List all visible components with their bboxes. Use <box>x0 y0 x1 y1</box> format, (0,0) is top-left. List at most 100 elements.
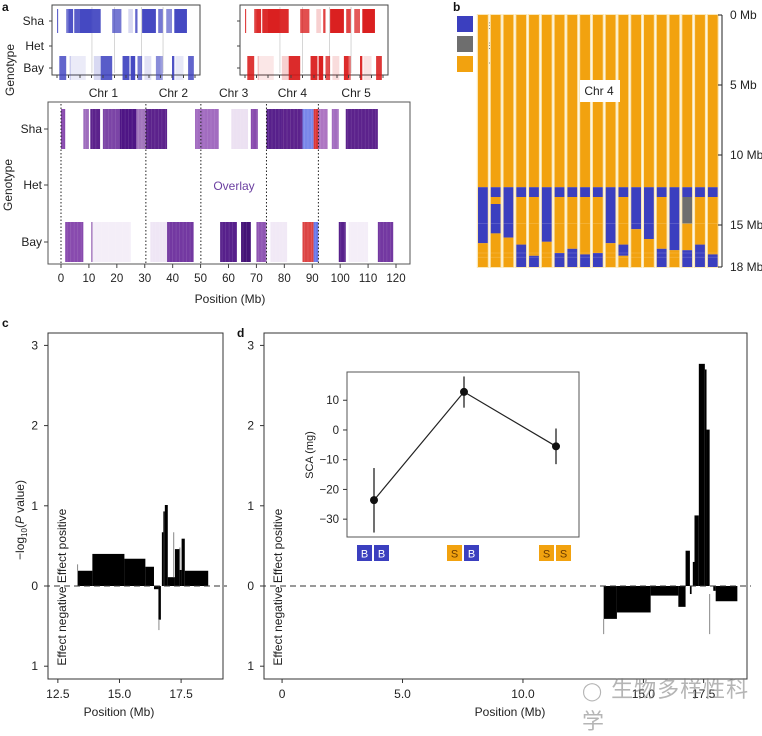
genotype-block-bay <box>618 187 629 197</box>
genotype-block-sha <box>478 243 488 267</box>
genotype-segment <box>302 222 314 262</box>
genotype-segment <box>188 56 194 80</box>
genotype-block-sha <box>503 237 514 267</box>
plot-frame <box>47 332 224 680</box>
x-tick-label: 110 <box>359 273 377 285</box>
y-tick-label: 1 <box>31 499 38 513</box>
panel-c-ylabel: −log10(P value) <box>13 480 29 560</box>
genotype-segment <box>172 56 175 80</box>
effect-bar <box>145 566 154 586</box>
genotype-tick-label-het: Het <box>25 39 44 53</box>
genotype-block-sha <box>605 243 616 267</box>
y-tick-label: 10 Mb <box>730 148 762 162</box>
effect-bar <box>678 586 686 607</box>
genotype-block-sha <box>644 239 654 267</box>
genotype-segment <box>313 109 319 149</box>
genotype-segment <box>65 222 84 262</box>
genotype-box-s <box>447 545 462 561</box>
chr4-label: Chr 4 <box>584 84 614 98</box>
genotype-block-sha <box>644 15 654 188</box>
genotype-segment <box>332 56 340 80</box>
genotype-block-sha <box>529 15 539 188</box>
legend-swatch-bay <box>457 16 473 32</box>
genotype-block-sha <box>631 229 642 267</box>
genotype-block-sha <box>656 197 667 249</box>
genotype-segment <box>343 56 349 80</box>
panel-d-xlabel: Position (Mb) <box>475 705 546 719</box>
genotype-segment <box>102 109 120 149</box>
genotype-segment <box>318 109 328 149</box>
genotype-segment <box>69 56 71 80</box>
y-tick-label: 3 <box>247 338 254 352</box>
panel-a-top-genotype-label: Genotype <box>3 44 17 96</box>
x-tick-label: 0 <box>58 273 64 285</box>
genotype-block-sha <box>682 15 693 188</box>
genotype-block-sha <box>695 197 705 245</box>
genotype-letter: B <box>468 549 475 561</box>
y-tick-label: 10 <box>326 395 339 407</box>
genotype-tick-label-het: Het <box>23 178 42 192</box>
genotype-segment <box>318 56 324 80</box>
genotype-segment <box>256 9 262 33</box>
genotype-block-bay <box>478 187 488 244</box>
sca-point <box>552 442 560 451</box>
effect-bar <box>694 515 699 586</box>
effect-bar <box>184 570 209 586</box>
watermark-text: 生物多样性科学 <box>582 678 750 735</box>
genotype-block-sha <box>580 197 590 255</box>
genotype-segment <box>241 222 251 262</box>
y-tick-label: −10 <box>319 455 339 467</box>
genotype-segment <box>150 222 168 262</box>
y-tick-label: 0 Mb <box>730 8 757 22</box>
x-tick-label: 17.5 <box>692 687 716 701</box>
genotype-segment <box>57 9 59 33</box>
genotype-segment <box>74 9 80 33</box>
genotype-segment <box>91 222 93 262</box>
effect-bar <box>692 561 695 586</box>
y-tick-label: 3 <box>31 338 38 352</box>
genotype-block-bay <box>554 253 565 267</box>
genotype-tick-label-sha: Sha <box>21 122 43 136</box>
genotype-segment <box>247 56 255 80</box>
genotype-block-bay <box>516 244 527 267</box>
genotype-segment <box>360 56 363 80</box>
effect-bar <box>124 558 146 586</box>
genotype-segment <box>66 9 69 33</box>
panel-a-bay-heatmap: Sha Het Bay <box>23 4 201 80</box>
y-tick-label: 5 Mb <box>730 78 757 92</box>
chromosome-label: Chr 1 <box>89 86 119 100</box>
genotype-block-sha <box>503 15 514 188</box>
genotype-segment <box>338 222 346 262</box>
effect-bar <box>650 586 679 596</box>
sca-point <box>460 387 468 396</box>
effect-bar <box>161 532 164 586</box>
genotype-block-bay <box>503 187 514 238</box>
genotype-letter: S <box>543 549 550 561</box>
genotype-block-bay <box>644 187 654 239</box>
effect-negative-label: Effect negative <box>271 586 285 665</box>
genotype-tick-label-bay: Bay <box>21 235 42 249</box>
genotype-segment <box>145 109 168 149</box>
genotype-segment <box>174 9 187 33</box>
genotype-block-bay <box>567 187 578 197</box>
panel-a-overlay-heatmap: Sha Het Bay Chr 1 Chr 2 Chr 3 Chr 4 Chr 5 0 10 20 3… <box>21 86 411 285</box>
effect-bar <box>167 577 175 586</box>
effect-bar <box>181 538 185 586</box>
genotype-segment <box>59 56 67 80</box>
genotype-segment <box>155 56 161 80</box>
genotype-block-sha <box>554 197 565 253</box>
effect-bar <box>92 553 125 586</box>
y-tick-label: 2 <box>247 419 254 433</box>
genotype-block-sha <box>567 197 578 249</box>
x-tick-label: 10 <box>83 273 96 285</box>
genotype-segment <box>376 56 382 80</box>
legend-swatch-sha <box>457 56 473 72</box>
genotype-letter: S <box>451 549 458 561</box>
genotype-block-bay <box>580 254 590 267</box>
y-tick-label: 2 <box>31 419 38 433</box>
y-tick-label: 1 <box>31 659 38 673</box>
genotype-tick-label-bay: Bay <box>23 61 44 75</box>
genotype-segment <box>231 109 249 149</box>
genotype-block-bay <box>567 248 578 267</box>
genotype-segment <box>323 9 326 33</box>
